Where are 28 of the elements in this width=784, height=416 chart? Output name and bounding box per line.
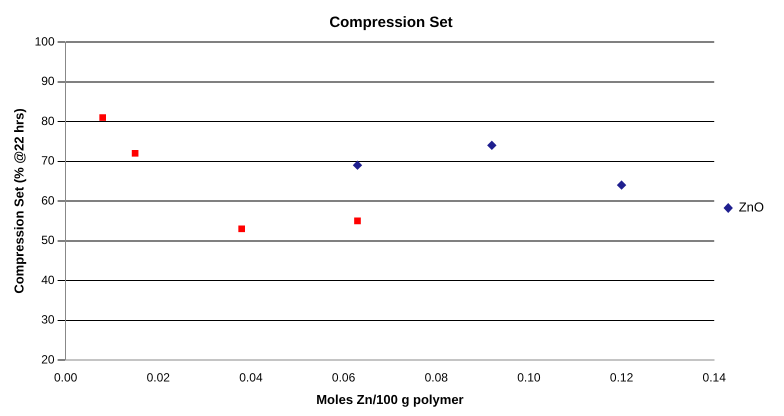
x-tick-label: 0.02 (146, 370, 170, 385)
x-tick-label: 0.06 (332, 370, 356, 385)
x-tick-label: 0.14 (702, 370, 726, 385)
y-tick-label: 50 (41, 233, 55, 248)
x-axis-title: Moles Zn/100 g polymer (316, 392, 464, 407)
y-tick-label: 20 (41, 352, 55, 366)
point (354, 218, 361, 224)
y-axis-title: Compression Set (% @22 hrs) (11, 108, 26, 294)
legend-label: ZnO (738, 200, 764, 215)
y-tick-label: 60 (41, 193, 55, 208)
y-tick-label: 40 (41, 272, 55, 287)
point (617, 180, 626, 190)
chart-title: Compression Set (329, 14, 453, 32)
x-tick-label: 0.08 (424, 370, 448, 385)
point (238, 225, 245, 232)
x-tick-label: 0.12 (610, 370, 634, 385)
y-tick-label: 30 (41, 312, 55, 327)
point (487, 140, 496, 150)
y-tick-label: 80 (41, 114, 55, 128)
x-tick-label: 0.04 (239, 370, 263, 385)
point (352, 160, 362, 170)
x-tick-label: 0.10 (517, 370, 541, 385)
point (99, 114, 106, 121)
x-tick-label: 0.00 (54, 370, 78, 385)
y-tick-label: 70 (41, 154, 55, 168)
y-tick-label: 100 (34, 34, 55, 48)
y-tick-label: 90 (41, 74, 55, 88)
point (132, 150, 138, 157)
